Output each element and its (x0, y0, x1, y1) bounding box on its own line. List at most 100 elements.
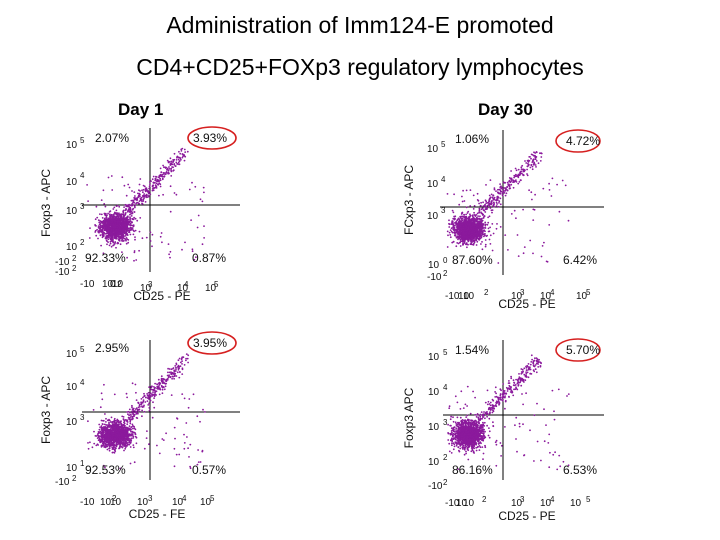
event-dot (459, 225, 462, 228)
event-dot (101, 224, 104, 227)
event-dot (452, 217, 455, 220)
event-dot (479, 204, 482, 207)
event-dot (487, 227, 490, 230)
event-dot (163, 166, 165, 169)
event-dot (178, 376, 181, 379)
event-dot (107, 241, 109, 244)
event-dot (143, 197, 145, 200)
event-dot (501, 193, 504, 195)
event-dot (116, 230, 119, 233)
event-dot (181, 153, 184, 156)
event-dot (458, 220, 461, 222)
event-dot (107, 434, 109, 437)
event-dot (462, 225, 465, 228)
event-dot (110, 175, 113, 177)
event-dot (123, 449, 125, 452)
event-dot (108, 217, 111, 220)
event-dot (121, 224, 124, 227)
event-dot (97, 444, 99, 446)
chart-title-line-1: Administration of Imm124-E promoted (166, 12, 554, 38)
event-dot (156, 387, 158, 390)
event-dot (501, 194, 504, 197)
event-dot (181, 360, 184, 362)
event-dot (508, 177, 511, 179)
event-dot (101, 236, 104, 239)
event-dot (94, 229, 97, 232)
event-dot (168, 160, 170, 163)
event-dot (483, 235, 485, 238)
event-dot (478, 224, 481, 226)
event-dot (469, 221, 471, 224)
event-dot (488, 201, 490, 203)
event-dot (484, 211, 487, 213)
event-dot (178, 365, 181, 368)
y-tick-label: 10 (66, 242, 78, 253)
event-dot (488, 198, 491, 201)
event-dot (513, 174, 516, 177)
event-dot (201, 200, 204, 203)
event-dot (457, 226, 459, 229)
event-dot (534, 164, 537, 166)
event-dot (108, 244, 111, 247)
event-dot (113, 426, 115, 429)
quadrant-lower-right-value: 0.87% (192, 251, 226, 265)
event-dot (99, 440, 101, 443)
event-dot (500, 187, 502, 190)
event-dot (155, 390, 158, 393)
event-dot (120, 235, 123, 238)
event-dot (490, 193, 493, 196)
event-dot (484, 239, 487, 241)
event-dot (473, 224, 475, 227)
event-dot (449, 236, 452, 239)
event-dot (473, 211, 475, 214)
event-dot (163, 388, 166, 391)
event-dot (168, 166, 170, 168)
event-dot (463, 214, 466, 216)
event-dot (123, 439, 125, 442)
event-dot (551, 177, 554, 180)
event-dot (106, 235, 108, 238)
event-dot (113, 206, 116, 209)
event-dot (115, 209, 118, 212)
event-dot (88, 237, 91, 239)
event-dot (124, 428, 127, 431)
event-dot (102, 443, 105, 445)
event-dot (462, 239, 465, 242)
event-dot (132, 427, 134, 430)
event-dot (176, 371, 179, 374)
event-dot (533, 162, 536, 165)
event-dot (131, 203, 134, 206)
event-dot (98, 431, 101, 434)
event-dot (492, 232, 495, 235)
event-dot (102, 234, 104, 237)
event-dot (97, 225, 100, 228)
event-dot (528, 156, 531, 158)
event-dot (474, 226, 476, 229)
event-dot (452, 231, 454, 234)
event-dot (110, 228, 113, 231)
event-dot (178, 160, 181, 163)
event-dot (529, 166, 532, 169)
event-dot (120, 231, 122, 234)
event-dot (116, 204, 119, 207)
y-axis-label: FCxp3 - APC (402, 165, 416, 235)
event-dot (461, 211, 464, 214)
event-dot (152, 181, 155, 184)
event-dot (104, 214, 107, 217)
event-dot (134, 236, 136, 239)
event-dot (521, 164, 524, 167)
event-dot (126, 222, 129, 225)
event-dot (152, 401, 154, 404)
event-dot (102, 232, 104, 235)
event-dot (141, 203, 144, 205)
event-dot (107, 443, 109, 446)
event-dot (133, 230, 136, 233)
event-dot (453, 228, 456, 231)
event-dot (107, 176, 110, 179)
event-dot (117, 439, 119, 441)
event-dot (484, 245, 487, 248)
event-dot (175, 368, 177, 370)
event-dot (98, 435, 101, 437)
event-dot (132, 233, 135, 236)
